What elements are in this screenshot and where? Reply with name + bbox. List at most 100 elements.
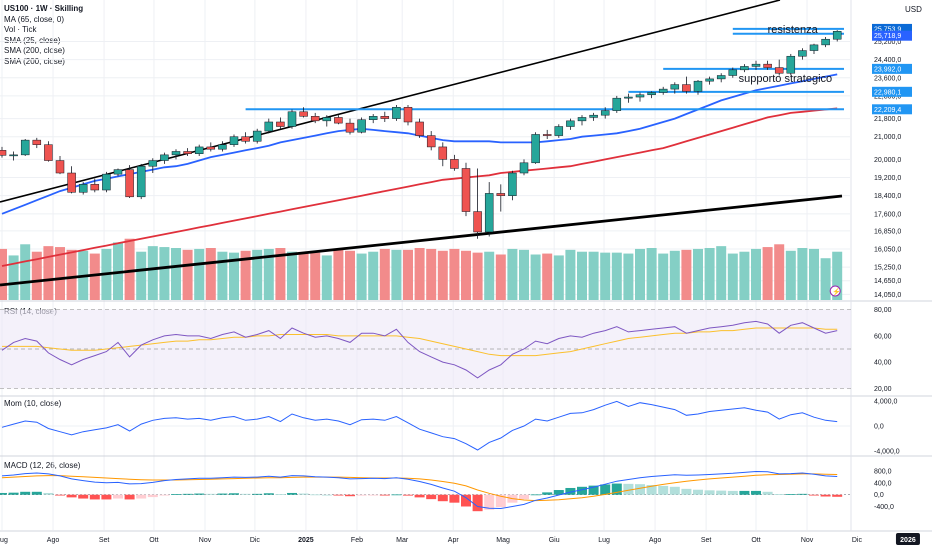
volume-bar xyxy=(832,251,843,300)
resistance-annotation: resistenza xyxy=(768,24,819,36)
candle-body xyxy=(357,119,366,133)
price-tick-label: 16,050,0 xyxy=(874,246,901,253)
time-axis-label: Lug xyxy=(0,537,8,544)
macd-tick-label: 400,0 xyxy=(874,480,892,487)
currency-label: USD xyxy=(905,5,922,14)
candle-body xyxy=(113,169,123,175)
legend-ma65[interactable]: MA (65, close, 0) xyxy=(4,14,65,24)
volume-bar xyxy=(623,253,634,300)
candle-body xyxy=(102,173,111,191)
time-axis-label: Mar xyxy=(396,537,409,544)
price-tick-label: 22,800,0 xyxy=(874,93,901,100)
macd-histogram-bar xyxy=(321,494,332,496)
candle-body xyxy=(403,106,413,123)
volume-bar xyxy=(298,253,309,300)
macd-histogram-bar xyxy=(611,483,622,495)
time-axis-label: Dic xyxy=(852,537,863,544)
macd-histogram-bar xyxy=(449,494,460,503)
candle-body xyxy=(705,78,714,82)
price-level-badge xyxy=(872,63,912,74)
macd-histogram-bar xyxy=(751,490,761,495)
candle-body xyxy=(426,135,436,148)
macd-histogram-bar xyxy=(774,494,785,495)
volume-bar xyxy=(461,250,471,300)
volume-bar xyxy=(159,247,170,300)
macd-histogram-bar xyxy=(310,494,321,496)
price-level-label: 22,209,4 xyxy=(874,107,901,114)
candle-body xyxy=(577,117,587,122)
macd-histogram-bar xyxy=(727,490,738,495)
candle-body xyxy=(9,154,18,157)
chart-legend: US100 · 1W · Skilling MA (65, close, 0) … xyxy=(4,4,83,67)
price-tick-label: 16,850,0 xyxy=(874,228,901,235)
time-axis-label: Ott xyxy=(751,537,760,544)
macd-histogram-bar xyxy=(31,491,42,495)
macd-histogram-bar xyxy=(669,486,680,495)
legend-sma200-a[interactable]: SMA (200, close) xyxy=(4,46,65,55)
price-level-label: 22,980,1 xyxy=(874,89,901,96)
legend-sma200-b[interactable]: SMA (200, close) xyxy=(4,56,65,66)
volume-bar xyxy=(368,251,379,300)
macd-histogram-bar xyxy=(832,494,843,497)
macd-histogram-bar xyxy=(55,494,65,496)
volume-bar xyxy=(379,248,390,300)
volume-bar xyxy=(739,251,750,300)
time-axis-label: Dic xyxy=(250,537,261,544)
macd-tick-label: 0,0 xyxy=(874,492,884,499)
volume-bar xyxy=(774,244,785,300)
macd-histogram-bar xyxy=(797,493,808,495)
candle-body xyxy=(508,172,517,196)
macd-histogram-bar xyxy=(495,494,506,508)
volume-bar xyxy=(124,238,135,300)
support-annotation: supporto strategico xyxy=(739,73,833,85)
time-axis-label: Nov xyxy=(801,537,814,544)
macd-histogram-bar xyxy=(588,485,599,495)
time-axis-label: Set xyxy=(701,537,712,544)
macd-signal-line xyxy=(1,473,838,502)
event-badge-icon xyxy=(829,285,841,297)
volume-bar xyxy=(693,248,703,300)
volume-bar xyxy=(635,248,645,300)
candle-body xyxy=(647,92,656,96)
volume-bar xyxy=(356,253,367,300)
candle-body xyxy=(473,211,482,233)
candle-body xyxy=(125,169,134,198)
macd-histogram-bar xyxy=(530,494,541,496)
volume-bar xyxy=(403,249,413,300)
macd-histogram-bar xyxy=(600,484,611,495)
macd-histogram-bar xyxy=(461,494,471,507)
macd-histogram-bar xyxy=(333,494,344,496)
volume-bar xyxy=(55,247,65,300)
price-level-badge xyxy=(872,23,912,34)
volume-bar xyxy=(8,255,19,300)
candle-body xyxy=(484,193,494,233)
volume-bar xyxy=(472,252,483,300)
macd-histogram-bar xyxy=(298,493,309,495)
momentum-pane-title[interactable]: Mom (10, close) xyxy=(4,399,62,408)
candle-body xyxy=(148,160,158,167)
macd-tick-label: -400,0 xyxy=(874,504,894,511)
legend-sma25[interactable]: SMA (25, close) xyxy=(4,35,61,45)
time-axis-label: Lug xyxy=(598,537,610,544)
macd-histogram-bar xyxy=(89,494,100,500)
macd-histogram-bar xyxy=(542,492,553,495)
candle-body xyxy=(90,184,100,191)
candle-body xyxy=(287,111,297,127)
macd-histogram-bar xyxy=(182,493,193,495)
macd-histogram-bar xyxy=(43,492,54,495)
candle-body xyxy=(44,144,53,161)
macd-histogram-bar xyxy=(345,494,355,497)
candle-body xyxy=(519,162,529,174)
macd-pane-title[interactable]: MACD (12, 26, close) xyxy=(4,461,81,470)
candle-body xyxy=(809,44,819,51)
macd-histogram-bar xyxy=(577,486,587,495)
macd-histogram-bar xyxy=(368,494,379,496)
volume-bar xyxy=(704,248,715,300)
candle-body xyxy=(183,151,192,154)
volume-bar xyxy=(171,248,181,300)
rsi-tick-label: 20,00 xyxy=(874,386,892,393)
volume-bar xyxy=(809,248,819,300)
candle-body xyxy=(345,122,355,133)
legend-volume[interactable]: Vol · Tick xyxy=(4,25,37,34)
